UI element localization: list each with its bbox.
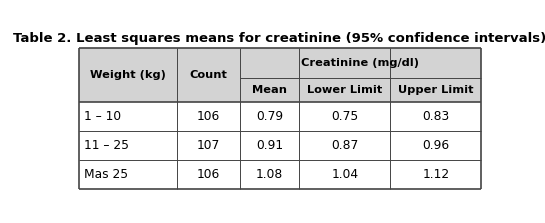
Bar: [240, 48, 481, 78]
Bar: [390, 131, 481, 160]
Text: 1.12: 1.12: [422, 168, 449, 181]
Text: 0.91: 0.91: [256, 139, 283, 152]
Text: Upper Limit: Upper Limit: [398, 85, 474, 95]
Bar: [78, 102, 177, 131]
Bar: [78, 160, 177, 189]
Text: 0.75: 0.75: [331, 110, 359, 123]
Text: Mas 25: Mas 25: [84, 168, 128, 181]
Bar: [390, 160, 481, 189]
Bar: [177, 102, 240, 131]
Bar: [78, 131, 177, 160]
Text: Lower Limit: Lower Limit: [307, 85, 383, 95]
Text: Weight (kg): Weight (kg): [90, 70, 166, 80]
Bar: [78, 48, 177, 102]
Text: 0.79: 0.79: [256, 110, 283, 123]
Text: 11 – 25: 11 – 25: [84, 139, 129, 152]
Bar: [390, 78, 481, 102]
Bar: [177, 48, 240, 102]
Text: 0.96: 0.96: [422, 139, 449, 152]
Bar: [240, 131, 299, 160]
Bar: [240, 102, 299, 131]
Bar: [299, 78, 390, 102]
Bar: [390, 102, 481, 131]
Bar: [299, 131, 390, 160]
Text: 106: 106: [197, 168, 220, 181]
Text: Count: Count: [190, 70, 227, 80]
Text: 1 – 10: 1 – 10: [84, 110, 121, 123]
Bar: [240, 160, 299, 189]
Text: Creatinine (mg/dl): Creatinine (mg/dl): [301, 58, 420, 68]
Bar: [177, 160, 240, 189]
Text: 0.83: 0.83: [422, 110, 450, 123]
Text: Table 2. Least squares means for creatinine (95% confidence intervals): Table 2. Least squares means for creatin…: [13, 32, 545, 45]
Text: 0.87: 0.87: [331, 139, 359, 152]
Bar: [177, 131, 240, 160]
Text: 1.04: 1.04: [331, 168, 359, 181]
Bar: [240, 78, 299, 102]
Bar: [299, 160, 390, 189]
Text: 1.08: 1.08: [256, 168, 283, 181]
Text: Mean: Mean: [252, 85, 287, 95]
Bar: [299, 102, 390, 131]
Text: 106: 106: [197, 110, 220, 123]
Text: 107: 107: [197, 139, 220, 152]
